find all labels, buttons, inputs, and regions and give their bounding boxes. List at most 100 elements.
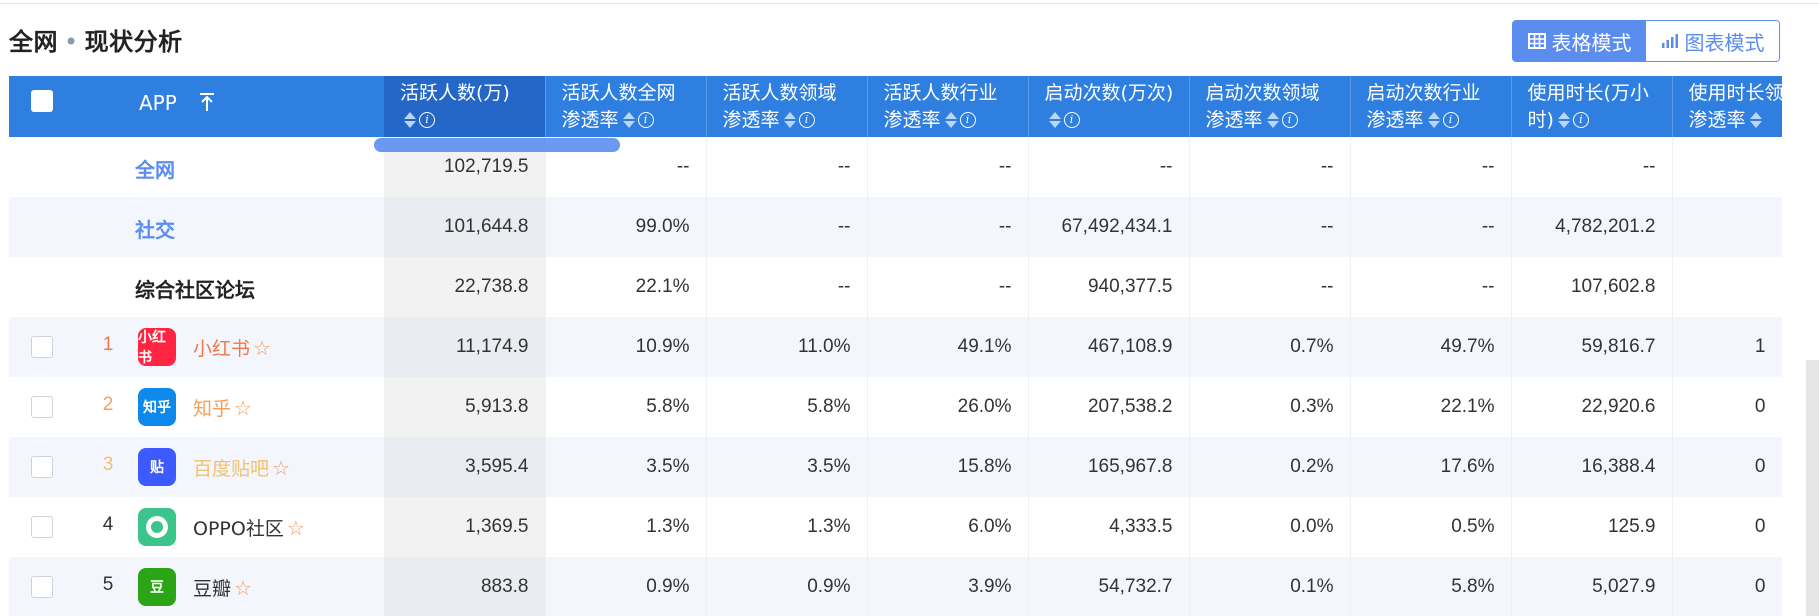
row-checkbox[interactable] (31, 576, 53, 598)
table-cell: 0.5% (1350, 497, 1512, 557)
favorite-star-icon[interactable]: ☆ (234, 396, 252, 420)
sort-caret-icon[interactable] (1749, 111, 1762, 128)
app-logo[interactable] (138, 508, 176, 546)
col-launch-industry-penetration[interactable]: 启动次数行业 渗透率 i (1350, 76, 1512, 137)
table-cell: -- (1028, 137, 1190, 197)
table-cell: 3.5% (545, 437, 707, 497)
row-checkbox[interactable] (31, 396, 53, 418)
col-launch-domain-penetration[interactable]: 启动次数领域 渗透率 i (1189, 76, 1351, 137)
table-cell: 0.9% (545, 557, 707, 616)
app-logo[interactable]: 贴 (138, 448, 176, 486)
info-icon[interactable]: i (1572, 111, 1589, 128)
app-name-link[interactable]: OPPO社区 ☆ (193, 514, 305, 541)
info-icon[interactable]: i (637, 111, 654, 128)
summary-label[interactable]: 社交 (135, 218, 175, 242)
table-cell (1672, 197, 1782, 257)
sort-caret-icon[interactable] (404, 111, 416, 128)
sort-caret-icon[interactable] (1266, 111, 1279, 128)
oppo-logo-icon (138, 508, 176, 546)
info-icon[interactable]: i (1442, 111, 1459, 128)
rank-number: 5 (102, 574, 114, 595)
table-cell: 11,174.9 (384, 317, 546, 377)
pin-icon[interactable] (197, 91, 217, 113)
app-name-link[interactable]: 小红书 ☆ (193, 334, 271, 361)
col-active-industry-penetration[interactable]: 活跃人数行业 渗透率 i (867, 76, 1029, 137)
app-logo[interactable]: 小红书 (138, 328, 176, 366)
app-name-link[interactable]: 知乎 ☆ (193, 394, 252, 421)
table-cell: -- (867, 137, 1029, 197)
data-table-container: APP 活跃人数(万) i 活跃人数全网 渗透率 i 活跃人数领域 渗透率 i (9, 76, 1782, 616)
table-row[interactable]: 5 豆 豆瓣 ☆ 883.8 0.9% 0.9% 3.9% 54,732.7 0.1% 5.8… (9, 557, 1782, 616)
table-cell: 54,732.7 (1028, 557, 1190, 616)
app-logo[interactable]: 豆 (138, 568, 176, 606)
table-cell: 5,913.8 (384, 377, 546, 437)
row-checkbox[interactable] (31, 456, 53, 478)
sort-caret-icon[interactable] (944, 111, 957, 128)
summary-row[interactable]: 综合社区论坛 22,738.8 22.1% -- -- 940,377.5 -- -- 107,… (9, 257, 1782, 317)
app-logo[interactable]: 知乎 (138, 388, 176, 426)
col-active-total-penetration[interactable]: 活跃人数全网 渗透率 i (545, 76, 707, 137)
favorite-star-icon[interactable]: ☆ (234, 576, 252, 600)
table-cell: 6.0% (867, 497, 1029, 557)
app-name-link[interactable]: 百度贴吧 ☆ (193, 454, 290, 481)
sort-caret-icon[interactable] (1427, 111, 1440, 128)
table-cell: 11.0% (706, 317, 868, 377)
table-cell: 5.8% (706, 377, 868, 437)
table-cell: 0 (1672, 557, 1782, 616)
app-cell: 1 小红书 小红书 ☆ (9, 317, 384, 377)
table-row[interactable]: 3 贴 百度贴吧 ☆ 3,595.4 3.5% 3.5% 15.8% 165,967.8 0… (9, 437, 1782, 497)
info-icon[interactable]: i (959, 111, 976, 128)
sort-caret-icon[interactable] (1048, 111, 1061, 128)
row-checkbox[interactable] (31, 336, 53, 358)
summary-label-cell: 社交 (9, 197, 384, 257)
sort-caret-icon[interactable] (622, 111, 635, 128)
col-usage-domain-penetration[interactable]: 使用时长领 渗透率 (1672, 76, 1782, 137)
info-icon[interactable]: i (1281, 111, 1298, 128)
table-cell: 4,782,201.2 (1511, 197, 1673, 257)
select-all-checkbox[interactable] (31, 90, 53, 112)
table-cell: 22.1% (545, 257, 707, 317)
chart-mode-button[interactable]: 图表模式 (1646, 21, 1779, 61)
info-icon[interactable]: i (419, 111, 435, 128)
summary-row[interactable]: 社交 101,644.8 99.0% -- -- 67,492,434.1 -- -- 4,78… (9, 197, 1782, 257)
col-label: 使用时长(万小 (1527, 82, 1649, 104)
sort-caret-icon[interactable] (783, 111, 796, 128)
favorite-star-icon[interactable]: ☆ (253, 336, 271, 360)
summary-label-cell: 综合社区论坛 (9, 257, 384, 317)
table-cell: -- (1511, 137, 1673, 197)
info-icon[interactable]: i (798, 111, 815, 128)
horizontal-scroll-thumb[interactable] (374, 138, 620, 152)
col-active-users[interactable]: 活跃人数(万) i (384, 76, 546, 137)
table-cell: 0 (1672, 437, 1782, 497)
vertical-scrollbar[interactable] (1806, 360, 1819, 616)
table-row[interactable]: 1 小红书 小红书 ☆ 11,174.9 10.9% 11.0% 49.1% 467,10… (9, 317, 1782, 377)
title-main: 全网 (9, 28, 58, 56)
app-name-link[interactable]: 豆瓣 ☆ (193, 574, 252, 601)
table-cell: 0 (1672, 497, 1782, 557)
table-mode-button[interactable]: 表格模式 (1513, 21, 1646, 61)
row-checkbox[interactable] (31, 516, 53, 538)
col-usage-duration[interactable]: 使用时长(万小 时) i (1511, 76, 1673, 137)
app-logo-text: 小红书 (138, 330, 166, 366)
favorite-star-icon[interactable]: ☆ (286, 516, 305, 540)
table-row[interactable]: 4 OPPO社区 ☆ 1,369.5 1.3% 1.3% 6.0% 4,333.5 0.0%… (9, 497, 1782, 557)
summary-row[interactable]: 全网 102,719.5 -- -- -- -- -- -- -- (9, 137, 1782, 197)
table-cell: 1.3% (545, 497, 707, 557)
table-row[interactable]: 2 知乎 知乎 ☆ 5,913.8 5.8% 5.8% 26.0% 207,538.2 0.… (9, 377, 1782, 437)
table-cell: 1.3% (706, 497, 868, 557)
table-cell: 22,920.6 (1511, 377, 1673, 437)
table-cell: 940,377.5 (1028, 257, 1190, 317)
col-label: 启动次数行业 (1366, 82, 1481, 104)
sort-caret-icon[interactable] (1557, 111, 1570, 128)
app-cell: 4 OPPO社区 ☆ (9, 497, 384, 557)
favorite-star-icon[interactable]: ☆ (272, 456, 290, 480)
info-icon[interactable]: i (1063, 111, 1080, 128)
rank-number: 4 (102, 514, 114, 535)
col-launch-count[interactable]: 启动次数(万次) i (1028, 76, 1190, 137)
table-cell: -- (706, 137, 868, 197)
table-cell: -- (867, 257, 1029, 317)
col-active-domain-penetration[interactable]: 活跃人数领域 渗透率 i (706, 76, 868, 137)
summary-label[interactable]: 全网 (135, 158, 175, 182)
table-cell: -- (706, 197, 868, 257)
col-label: 启动次数(万次) (1044, 82, 1174, 104)
